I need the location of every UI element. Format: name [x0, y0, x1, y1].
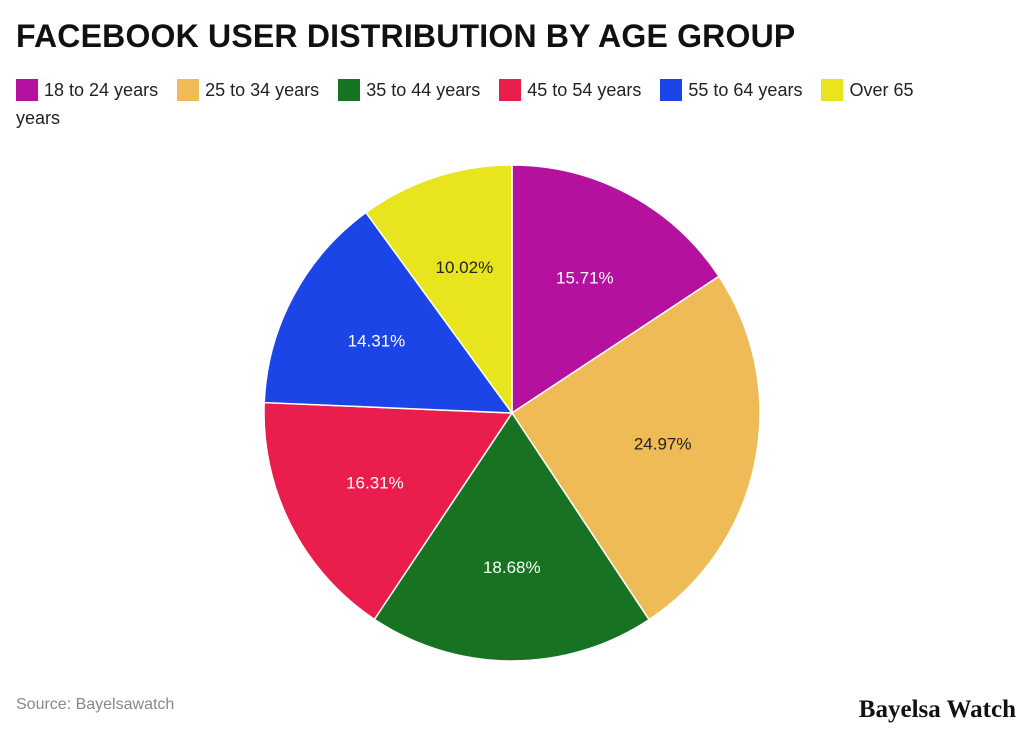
slice-label: 10.02% — [436, 258, 494, 277]
slice-label: 16.31% — [346, 474, 404, 493]
chart-title: FACEBOOK USER DISTRIBUTION BY AGE GROUP — [16, 18, 796, 54]
legend-label: Over 65 years — [16, 80, 914, 128]
pie-slice — [510, 275, 761, 621]
source-note: Source: Bayelsawatch — [16, 696, 175, 713]
legend-label: 45 to 54 years — [527, 80, 642, 100]
legend-swatch — [16, 79, 38, 101]
legend-swatch — [499, 79, 522, 101]
slice-label: 15.71% — [556, 269, 614, 288]
legend-label: 55 to 64 years — [688, 80, 803, 100]
pie-slice — [263, 401, 514, 621]
legend-swatch — [660, 79, 683, 101]
slice-label: 14.31% — [348, 331, 406, 350]
legend-label: 25 to 34 years — [205, 80, 320, 100]
legend-item: 45 to 54 years — [499, 79, 642, 101]
pie-slice — [373, 411, 651, 662]
legend-swatch — [338, 79, 361, 101]
pie-slice — [511, 164, 720, 415]
legend-item: 18 to 24 years — [16, 79, 159, 101]
legend: 18 to 24 years 25 to 34 years 35 to 44 y… — [16, 76, 976, 132]
legend-item: 35 to 44 years — [338, 79, 481, 101]
slice-label: 24.97% — [634, 435, 692, 454]
pie-slice — [263, 211, 514, 414]
legend-swatch — [177, 79, 200, 101]
legend-label: 35 to 44 years — [366, 80, 481, 100]
legend-label: 18 to 24 years — [44, 80, 159, 100]
pie-slice — [364, 164, 513, 416]
legend-item: 25 to 34 years — [177, 79, 320, 101]
legend-item: Over 65 years — [16, 79, 914, 128]
legend-swatch — [821, 79, 844, 101]
legend-item: 55 to 64 years — [660, 79, 803, 101]
watermark-logo: Bayelsa Watch — [858, 696, 1016, 723]
slice-label: 18.68% — [483, 558, 541, 577]
